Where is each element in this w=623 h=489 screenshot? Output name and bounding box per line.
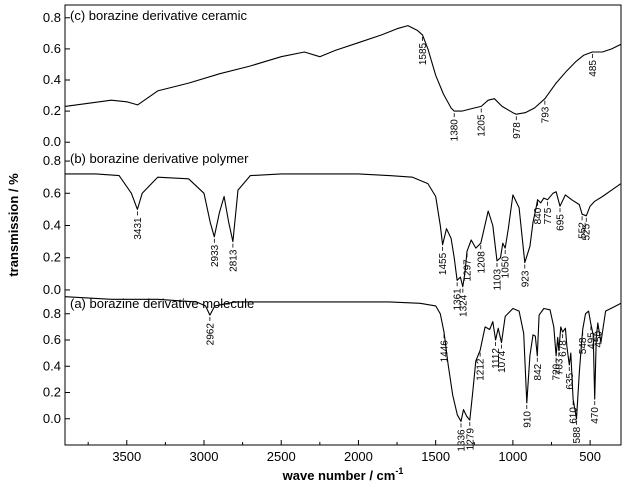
y-tick-label: 0.4 [43, 218, 61, 233]
y-tick-label: 0.4 [43, 358, 61, 373]
y-tick-label: 0.8 [43, 153, 61, 168]
peak-label-1112: 1112 [491, 348, 502, 369]
y-tick-label: 0.2 [43, 250, 61, 265]
peak-label-842: 842 [533, 363, 544, 380]
peak-label-1336: 1336 [456, 429, 467, 452]
peak-label-978: 978 [512, 122, 523, 139]
peak-label-1585: 1585 [418, 42, 429, 65]
x-axis-title-superscript: -1 [395, 466, 403, 476]
peak-label-1361: 1361 [453, 288, 464, 311]
panel-1: 0.0 0.2 0.4 0.6 0.8 (b) borazine derivative p… [43, 151, 622, 317]
peak-label-720: 720 [552, 363, 563, 380]
peak-label-2813: 2813 [228, 249, 239, 272]
peak-label-610: 610 [569, 407, 580, 424]
peak-label-703: 703 [554, 358, 565, 375]
panel-0: 0.0 0.2 0.4 0.6 0.8 (c) borazine derivative c… [43, 8, 622, 149]
spectrum-line-2 [64, 296, 622, 422]
x-tick-label: 2000 [344, 449, 373, 464]
peak-label-775: 775 [543, 207, 554, 224]
y-tick-label: 0.0 [43, 411, 61, 426]
y-tick-label: 0.0 [43, 134, 61, 149]
peak-label-1455: 1455 [438, 252, 449, 275]
y-tick-label: 0.6 [43, 185, 61, 200]
peak-label-485: 485 [588, 60, 599, 77]
peak-label-495: 495 [586, 332, 597, 349]
y-tick-label: 0.8 [43, 306, 61, 321]
spectrum-line-1 [65, 173, 622, 288]
peak-label-548: 548 [578, 337, 589, 354]
peak-label-1103: 1103 [492, 269, 503, 291]
peak-label-2933: 2933 [210, 244, 221, 267]
x-axis: 3500 3000 2500 2000 1500 1000 500 [87, 440, 601, 464]
peak-label-3431: 3431 [133, 217, 144, 240]
peak-label-1380: 1380 [450, 119, 461, 142]
x-tick-label: 1000 [498, 449, 527, 464]
peak-label-1050: 1050 [501, 256, 512, 279]
panel-2: 0.0 0.2 0.4 0.6 0.8 (a) borazine derivative m… [43, 296, 622, 452]
peak-label-552: 552 [578, 222, 589, 239]
spectrum-line-0 [64, 25, 622, 115]
y-tick-label: 0.2 [43, 103, 61, 118]
y-tick-label: 0.8 [43, 10, 61, 25]
peak-label-1446: 1446 [440, 340, 451, 363]
peak-label-450: 450 [593, 331, 604, 348]
panel-label: (a) borazine derivative molecule [70, 296, 254, 311]
peak-label-793: 793 [540, 106, 551, 123]
peak-label-525: 525 [582, 223, 593, 240]
y-tick-label: 0.6 [43, 332, 61, 347]
peak-label-923: 923 [520, 270, 531, 287]
peak-label-1074: 1074 [497, 350, 508, 373]
peak-label-2962: 2962 [205, 323, 216, 346]
panel-label: (b) borazine derivative polymer [70, 151, 249, 166]
y-tick-label: 0.6 [43, 41, 61, 56]
peak-label-470: 470 [590, 407, 601, 424]
peak-label-1212: 1212 [476, 358, 487, 381]
peak-label-1297: 1297 [463, 259, 474, 282]
y-tick-label: 0.2 [43, 385, 61, 400]
peak-label-840: 840 [533, 207, 544, 224]
peak-label-910: 910 [522, 411, 533, 428]
y-tick-label: 0.4 [43, 72, 61, 87]
y-tick-label: 0.0 [43, 282, 61, 297]
peak-label-678: 678 [558, 340, 569, 357]
x-axis-title: wave number / cm-1 [282, 466, 404, 483]
spectra-panels: 0.0 0.2 0.4 0.6 0.8 (c) borazine derivative c… [43, 8, 622, 452]
peak-label-1205: 1205 [477, 114, 488, 137]
peak-label-695: 695 [555, 214, 566, 231]
peak-label-1324: 1324 [458, 294, 469, 317]
x-tick-label: 3000 [190, 449, 219, 464]
panel-label: (c) borazine derivative ceramic [70, 8, 248, 23]
x-tick-label: 1500 [421, 449, 450, 464]
x-tick-label: 3500 [112, 449, 141, 464]
peak-label-588: 588 [572, 426, 583, 443]
peak-label-635: 635 [565, 373, 576, 390]
x-tick-label: 500 [579, 449, 601, 464]
peak-label-1208: 1208 [476, 251, 487, 274]
y-axis-title: transmission / % [6, 173, 21, 277]
x-tick-label: 2500 [267, 449, 296, 464]
peak-label-1279: 1279 [465, 428, 476, 451]
